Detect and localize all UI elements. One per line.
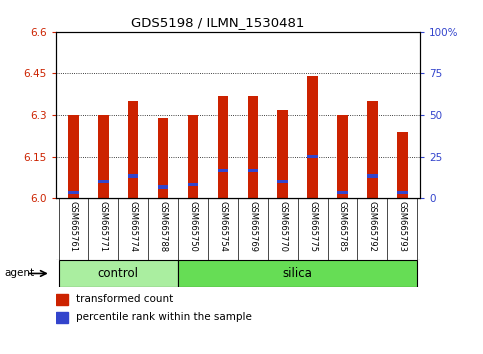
Bar xyxy=(307,76,318,198)
Bar xyxy=(337,191,348,194)
Bar xyxy=(158,118,169,198)
Bar xyxy=(56,294,68,305)
Text: GSM665793: GSM665793 xyxy=(398,201,407,252)
Text: GSM665769: GSM665769 xyxy=(248,201,257,252)
Text: GSM665785: GSM665785 xyxy=(338,201,347,252)
Text: control: control xyxy=(98,267,139,280)
Text: GSM665770: GSM665770 xyxy=(278,201,287,252)
Bar xyxy=(98,180,109,183)
Bar xyxy=(188,183,199,186)
Text: GSM665792: GSM665792 xyxy=(368,201,377,252)
Bar xyxy=(307,155,318,159)
Text: transformed count: transformed count xyxy=(76,295,173,304)
Text: silica: silica xyxy=(283,267,313,280)
Bar xyxy=(56,312,68,323)
Bar xyxy=(337,115,348,198)
Bar xyxy=(367,174,378,178)
Bar xyxy=(248,96,258,198)
Text: GSM665788: GSM665788 xyxy=(158,201,168,252)
Text: GSM665771: GSM665771 xyxy=(99,201,108,252)
Bar xyxy=(218,169,228,172)
Bar xyxy=(98,115,109,198)
Bar xyxy=(68,115,79,198)
Bar xyxy=(397,191,408,194)
Text: agent: agent xyxy=(5,268,35,279)
Bar xyxy=(277,109,288,198)
Bar xyxy=(277,180,288,183)
Text: GSM665774: GSM665774 xyxy=(129,201,138,252)
Text: GSM665775: GSM665775 xyxy=(308,201,317,252)
Bar xyxy=(58,260,178,287)
Bar xyxy=(68,191,79,194)
Bar xyxy=(188,115,199,198)
Bar xyxy=(128,101,139,198)
Text: GSM665754: GSM665754 xyxy=(218,201,227,252)
Text: GSM665750: GSM665750 xyxy=(188,201,198,252)
Text: percentile rank within the sample: percentile rank within the sample xyxy=(76,312,252,322)
Bar xyxy=(397,132,408,198)
Bar xyxy=(367,101,378,198)
Bar xyxy=(128,174,139,178)
Text: GDS5198 / ILMN_1530481: GDS5198 / ILMN_1530481 xyxy=(131,16,304,29)
Text: GSM665761: GSM665761 xyxy=(69,201,78,252)
Bar xyxy=(178,260,417,287)
Bar xyxy=(158,185,169,189)
Bar xyxy=(248,169,258,172)
Bar xyxy=(218,96,228,198)
